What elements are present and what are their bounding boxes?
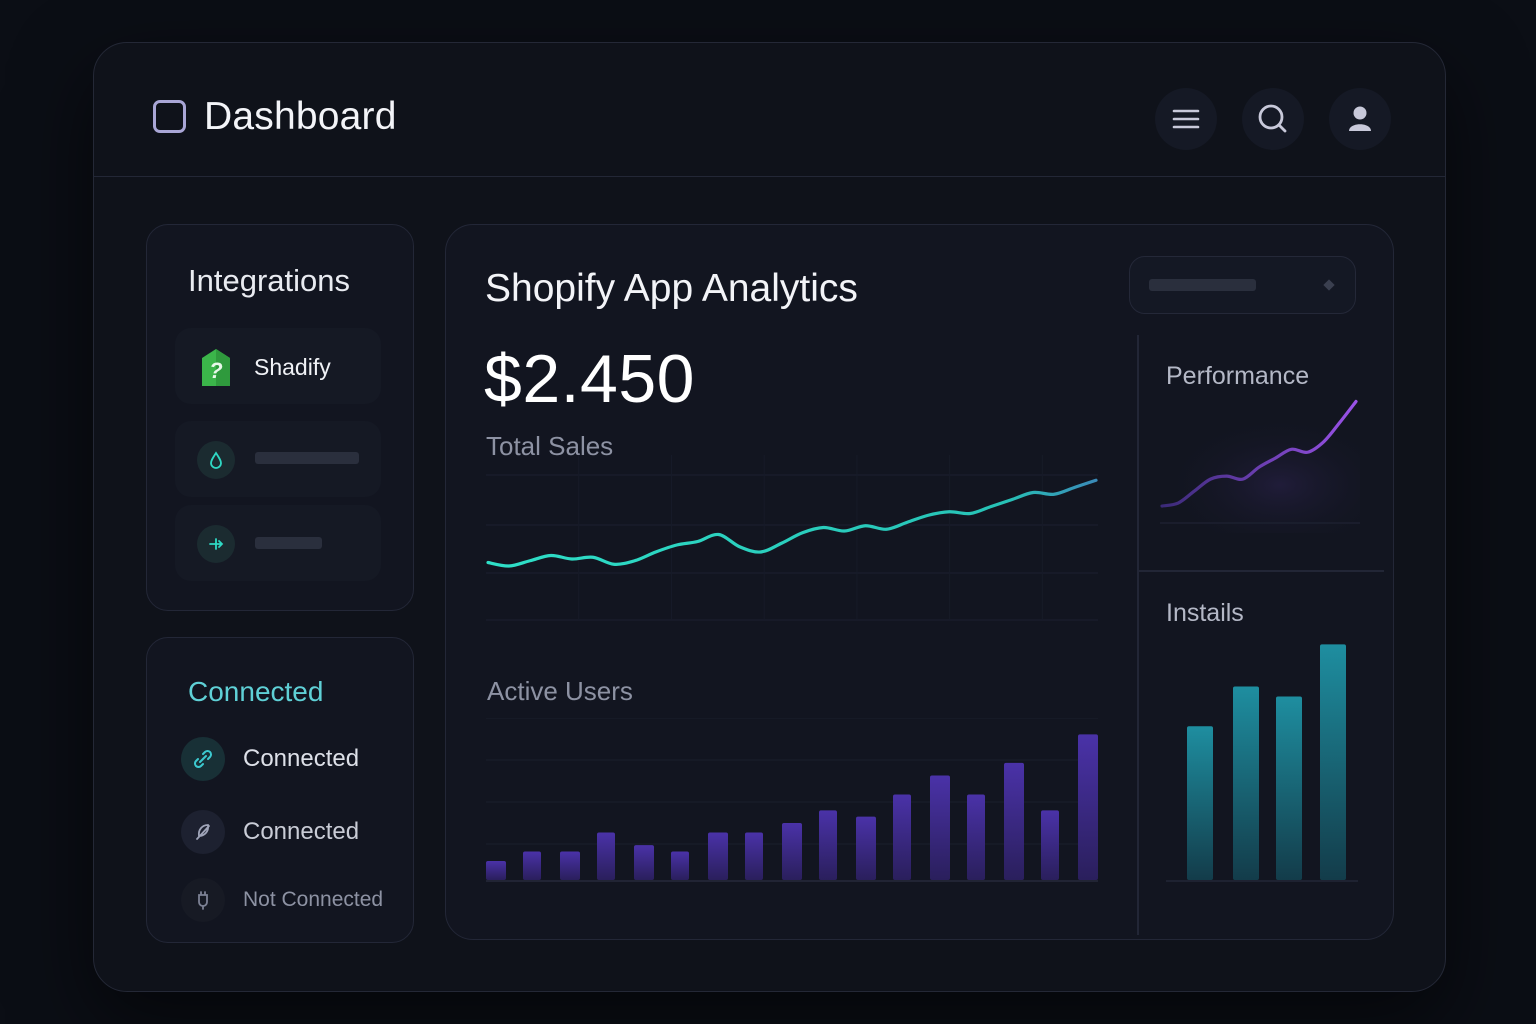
bar-active-users <box>708 832 728 880</box>
performance-chart <box>1160 399 1360 533</box>
bar-active-users <box>597 832 615 880</box>
dropdown-value-placeholder <box>1149 279 1256 291</box>
performance-label: Performance <box>1166 362 1310 390</box>
bar-active-users <box>1078 734 1098 880</box>
series-line-performance <box>1160 399 1358 508</box>
bar-installs <box>1276 696 1302 880</box>
integration-item-3[interactable] <box>175 505 381 581</box>
user-icon <box>1349 106 1371 131</box>
bar-active-users <box>523 851 541 880</box>
bar-active-users <box>634 845 654 880</box>
analytics-title: Shopify App Analytics <box>485 267 858 310</box>
link-icon <box>181 737 225 781</box>
bar-active-users <box>819 810 837 880</box>
total-sales-label: Total Sales <box>486 431 614 461</box>
installs-chart <box>1166 644 1358 882</box>
bar-active-users <box>745 832 763 880</box>
plug-icon <box>181 878 225 922</box>
bar-installs <box>1320 644 1346 880</box>
integration-item-2[interactable] <box>175 421 381 497</box>
installs-label: Instails <box>1166 599 1244 627</box>
connection-label-1: Connected <box>243 745 360 772</box>
connections-title: Connected <box>188 676 324 707</box>
connections-card: Connected Connected Connected Not Connec… <box>146 637 414 943</box>
header: Dashboard <box>94 43 1445 177</box>
series-line-total-sales <box>486 478 1098 568</box>
menu-button[interactable] <box>1155 88 1217 150</box>
bar-active-users <box>1041 810 1059 880</box>
integrations-title: Integrations <box>188 263 350 298</box>
bar-active-users <box>967 794 985 880</box>
integration-placeholder-bar <box>255 452 359 464</box>
bar-active-users <box>930 775 950 880</box>
connection-item-3[interactable]: Not Connected <box>181 878 401 922</box>
bar-active-users <box>1004 762 1024 880</box>
feather-icon <box>181 810 225 854</box>
bar-installs <box>1187 726 1213 880</box>
bar-installs <box>1233 686 1259 880</box>
total-sales-chart <box>486 455 1098 621</box>
search-button[interactable] <box>1242 88 1304 150</box>
svg-text:?: ? <box>209 358 222 383</box>
integrations-card: Integrations ? Shadify <box>146 224 414 611</box>
app-window: Dashboard Integrations <box>93 42 1446 992</box>
connection-label-3: Not Connected <box>243 888 384 911</box>
integration-placeholder-bar <box>255 537 322 549</box>
shopify-bag-icon: ? <box>202 349 230 386</box>
performance-glow <box>1160 413 1360 533</box>
total-sales-value: $2.450 <box>484 341 695 417</box>
horizontal-divider <box>1138 570 1384 572</box>
connection-item-2[interactable]: Connected <box>181 810 401 854</box>
connection-label-2: Connected <box>243 818 360 845</box>
drop-icon <box>197 441 235 479</box>
page-title: Dashboard <box>204 95 397 138</box>
menu-icon <box>1172 109 1200 129</box>
bar-active-users <box>893 794 911 880</box>
bar-active-users <box>671 851 689 880</box>
bar-active-users <box>856 816 876 880</box>
vertical-divider <box>1137 335 1139 935</box>
bar-active-users <box>782 823 802 880</box>
active-users-chart <box>486 718 1098 882</box>
profile-button[interactable] <box>1329 88 1391 150</box>
active-users-label: Active Users <box>487 676 633 706</box>
integration-item-shadify[interactable]: ? Shadify <box>175 328 381 404</box>
bar-active-users <box>486 861 506 880</box>
analytics-card: Shopify App Analytics $2.450 Total Sales… <box>445 224 1394 940</box>
integration-label-shadify: Shadify <box>254 354 331 380</box>
bar-active-users <box>560 851 580 880</box>
period-dropdown[interactable] <box>1129 256 1356 314</box>
chevron-down-icon <box>1323 279 1335 291</box>
plug-icon <box>197 525 235 563</box>
search-icon <box>1258 104 1287 133</box>
connection-item-1[interactable]: Connected <box>181 737 401 781</box>
app-logo-icon <box>153 100 186 133</box>
